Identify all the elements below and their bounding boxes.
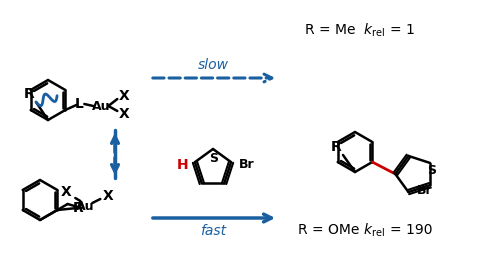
Text: R: R	[24, 87, 34, 101]
Text: R = OMe: R = OMe	[298, 223, 360, 237]
Text: X: X	[119, 107, 130, 121]
Text: X: X	[103, 189, 114, 203]
Text: = 1: = 1	[390, 23, 415, 37]
Text: fast: fast	[200, 224, 226, 238]
Text: S: S	[210, 152, 218, 164]
Text: H: H	[177, 158, 188, 172]
Text: R: R	[330, 140, 342, 154]
Text: Au: Au	[92, 100, 110, 112]
Text: = 190: = 190	[390, 223, 432, 237]
Text: Br: Br	[416, 183, 432, 197]
Text: R = Me: R = Me	[305, 23, 356, 37]
Text: Au: Au	[76, 200, 94, 213]
Text: R: R	[72, 201, 83, 215]
Text: S: S	[427, 164, 436, 177]
Text: $k_{\mathregular{rel}}$: $k_{\mathregular{rel}}$	[363, 221, 385, 239]
Text: X: X	[61, 185, 72, 199]
Text: Br: Br	[240, 158, 255, 171]
Text: X: X	[119, 89, 130, 103]
Text: slow: slow	[198, 58, 228, 72]
Text: $k_{\mathregular{rel}}$: $k_{\mathregular{rel}}$	[363, 21, 385, 39]
Text: L: L	[75, 97, 84, 111]
